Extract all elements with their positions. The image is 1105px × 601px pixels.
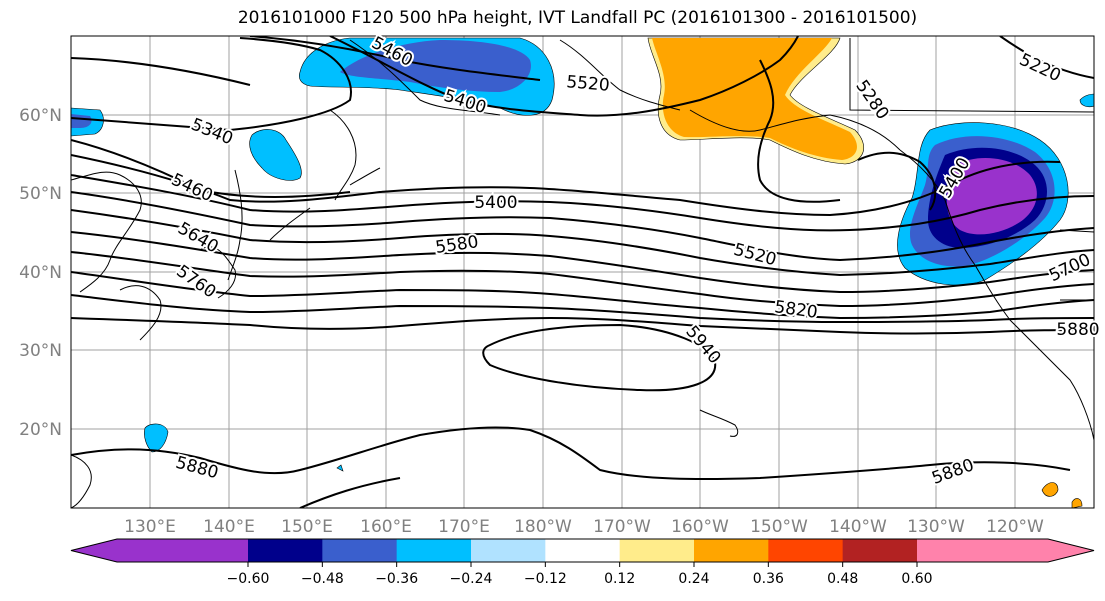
- shade-se-small-1: [1041, 482, 1059, 497]
- contour-5940: [482, 323, 717, 392]
- lat-label-30: 30°N: [19, 341, 62, 361]
- colorbar-segment: [396, 539, 472, 562]
- contour-5580: [71, 209, 1094, 277]
- lon-label-130w: 130°W: [907, 517, 965, 537]
- contour-5400-mid: [71, 154, 1061, 217]
- lon-label-140w: 140°W: [829, 517, 887, 537]
- colorbar-tick-label: −0.48: [301, 571, 344, 587]
- contour-5880-bl: [299, 477, 401, 508]
- lat-label-60: 60°N: [19, 106, 62, 126]
- contour-5400-top: [329, 36, 799, 117]
- ivt-shading: [71, 37, 1094, 508]
- lon-label-160w: 160°W: [671, 517, 729, 537]
- colorbar-tick-labels: −0.60 −0.48 −0.36 −0.24 −0.12 0.12 0.24 0.36 0.4…: [227, 562, 933, 587]
- shade-alaska: [652, 38, 857, 160]
- contour-label: 5880: [1056, 320, 1099, 340]
- shade-se-small-2: [1071, 498, 1083, 508]
- contour-5460-b: [71, 174, 1094, 232]
- colorbar-tick-label: 0.48: [827, 571, 858, 587]
- lon-label-120w: 120°W: [986, 517, 1044, 537]
- lon-label-140e: 140°E: [203, 517, 255, 537]
- colorbar-segment: [917, 539, 1094, 562]
- contour-left-loop: [71, 57, 251, 86]
- colorbar-segment: [71, 539, 248, 562]
- colorbar-segment: [471, 539, 546, 562]
- colorbar-tick-label: −0.24: [450, 571, 493, 587]
- contour-5820: [71, 294, 1094, 324]
- colorbar-tick-label: 0.60: [901, 571, 932, 587]
- colorbar-segment: [694, 539, 769, 562]
- contour-5520: [71, 191, 1094, 262]
- colorbar-segment: [842, 539, 918, 562]
- lon-label-150e: 150°E: [281, 517, 333, 537]
- colorbar-segment: [768, 539, 844, 562]
- colorbar-tick-label: 0.36: [753, 571, 784, 587]
- lon-tick-labels: 130°E 140°E 150°E 160°E 170°E 180°W 170°…: [124, 517, 1044, 537]
- contour-5880-south: [71, 426, 1071, 481]
- colorbar-tick-label: −0.36: [375, 571, 418, 587]
- lat-label-20: 20°N: [19, 420, 62, 440]
- contour-5220-right: [999, 36, 1094, 79]
- lat-tick-labels: 60°N 50°N 40°N 30°N 20°N: [19, 106, 62, 440]
- colorbar-segment: [545, 539, 621, 562]
- coastlines: [71, 38, 1094, 508]
- lat-label-40: 40°N: [19, 263, 62, 283]
- lon-label-180w: 180°W: [514, 517, 572, 537]
- shade-tiny-blue: [336, 464, 344, 472]
- shade-pnw-core: [946, 157, 1037, 235]
- lon-label-160e: 160°E: [360, 517, 412, 537]
- contour-5640: [71, 231, 1094, 294]
- contour-5880: [71, 316, 1094, 335]
- contour-5220-top: [249, 36, 541, 81]
- shade-east-edge: [1079, 93, 1094, 108]
- colorbar-tick-label: 0.12: [604, 571, 635, 587]
- contour-label: 5520: [566, 72, 611, 96]
- colorbar-segment: [619, 539, 695, 562]
- colorbar: [70, 538, 1095, 563]
- map-frame: [70, 35, 1095, 509]
- contour-5460: [71, 139, 351, 198]
- colorbar-outline: [70, 538, 1095, 563]
- contour-5700: [71, 251, 1094, 308]
- height-contours: [71, 36, 1094, 508]
- contour-label: 5400: [474, 193, 517, 213]
- lon-label-170w: 170°W: [593, 517, 651, 537]
- map-title: 2016101000 F120 500 hPa height, IVT Land…: [237, 8, 918, 28]
- lon-label-170e: 170°E: [438, 517, 490, 537]
- lat-label-50: 50°N: [19, 184, 62, 204]
- colorbar-segment: [322, 539, 398, 562]
- shade-south-blue: [144, 423, 169, 453]
- colorbar-tick-label: −0.12: [524, 571, 567, 587]
- lon-label-130e: 130°E: [124, 517, 176, 537]
- colorbar-segment: [248, 539, 323, 562]
- contour-5760: [71, 271, 1094, 320]
- contour-5280: [757, 59, 841, 203]
- shade-okhotsk: [249, 129, 302, 181]
- lon-label-150w: 150°W: [750, 517, 808, 537]
- contour-5340: [71, 37, 352, 132]
- colorbar-tick-label: −0.60: [227, 571, 270, 587]
- colorbar-tick-label: 0.24: [678, 571, 709, 587]
- contour-pnw: [857, 151, 937, 211]
